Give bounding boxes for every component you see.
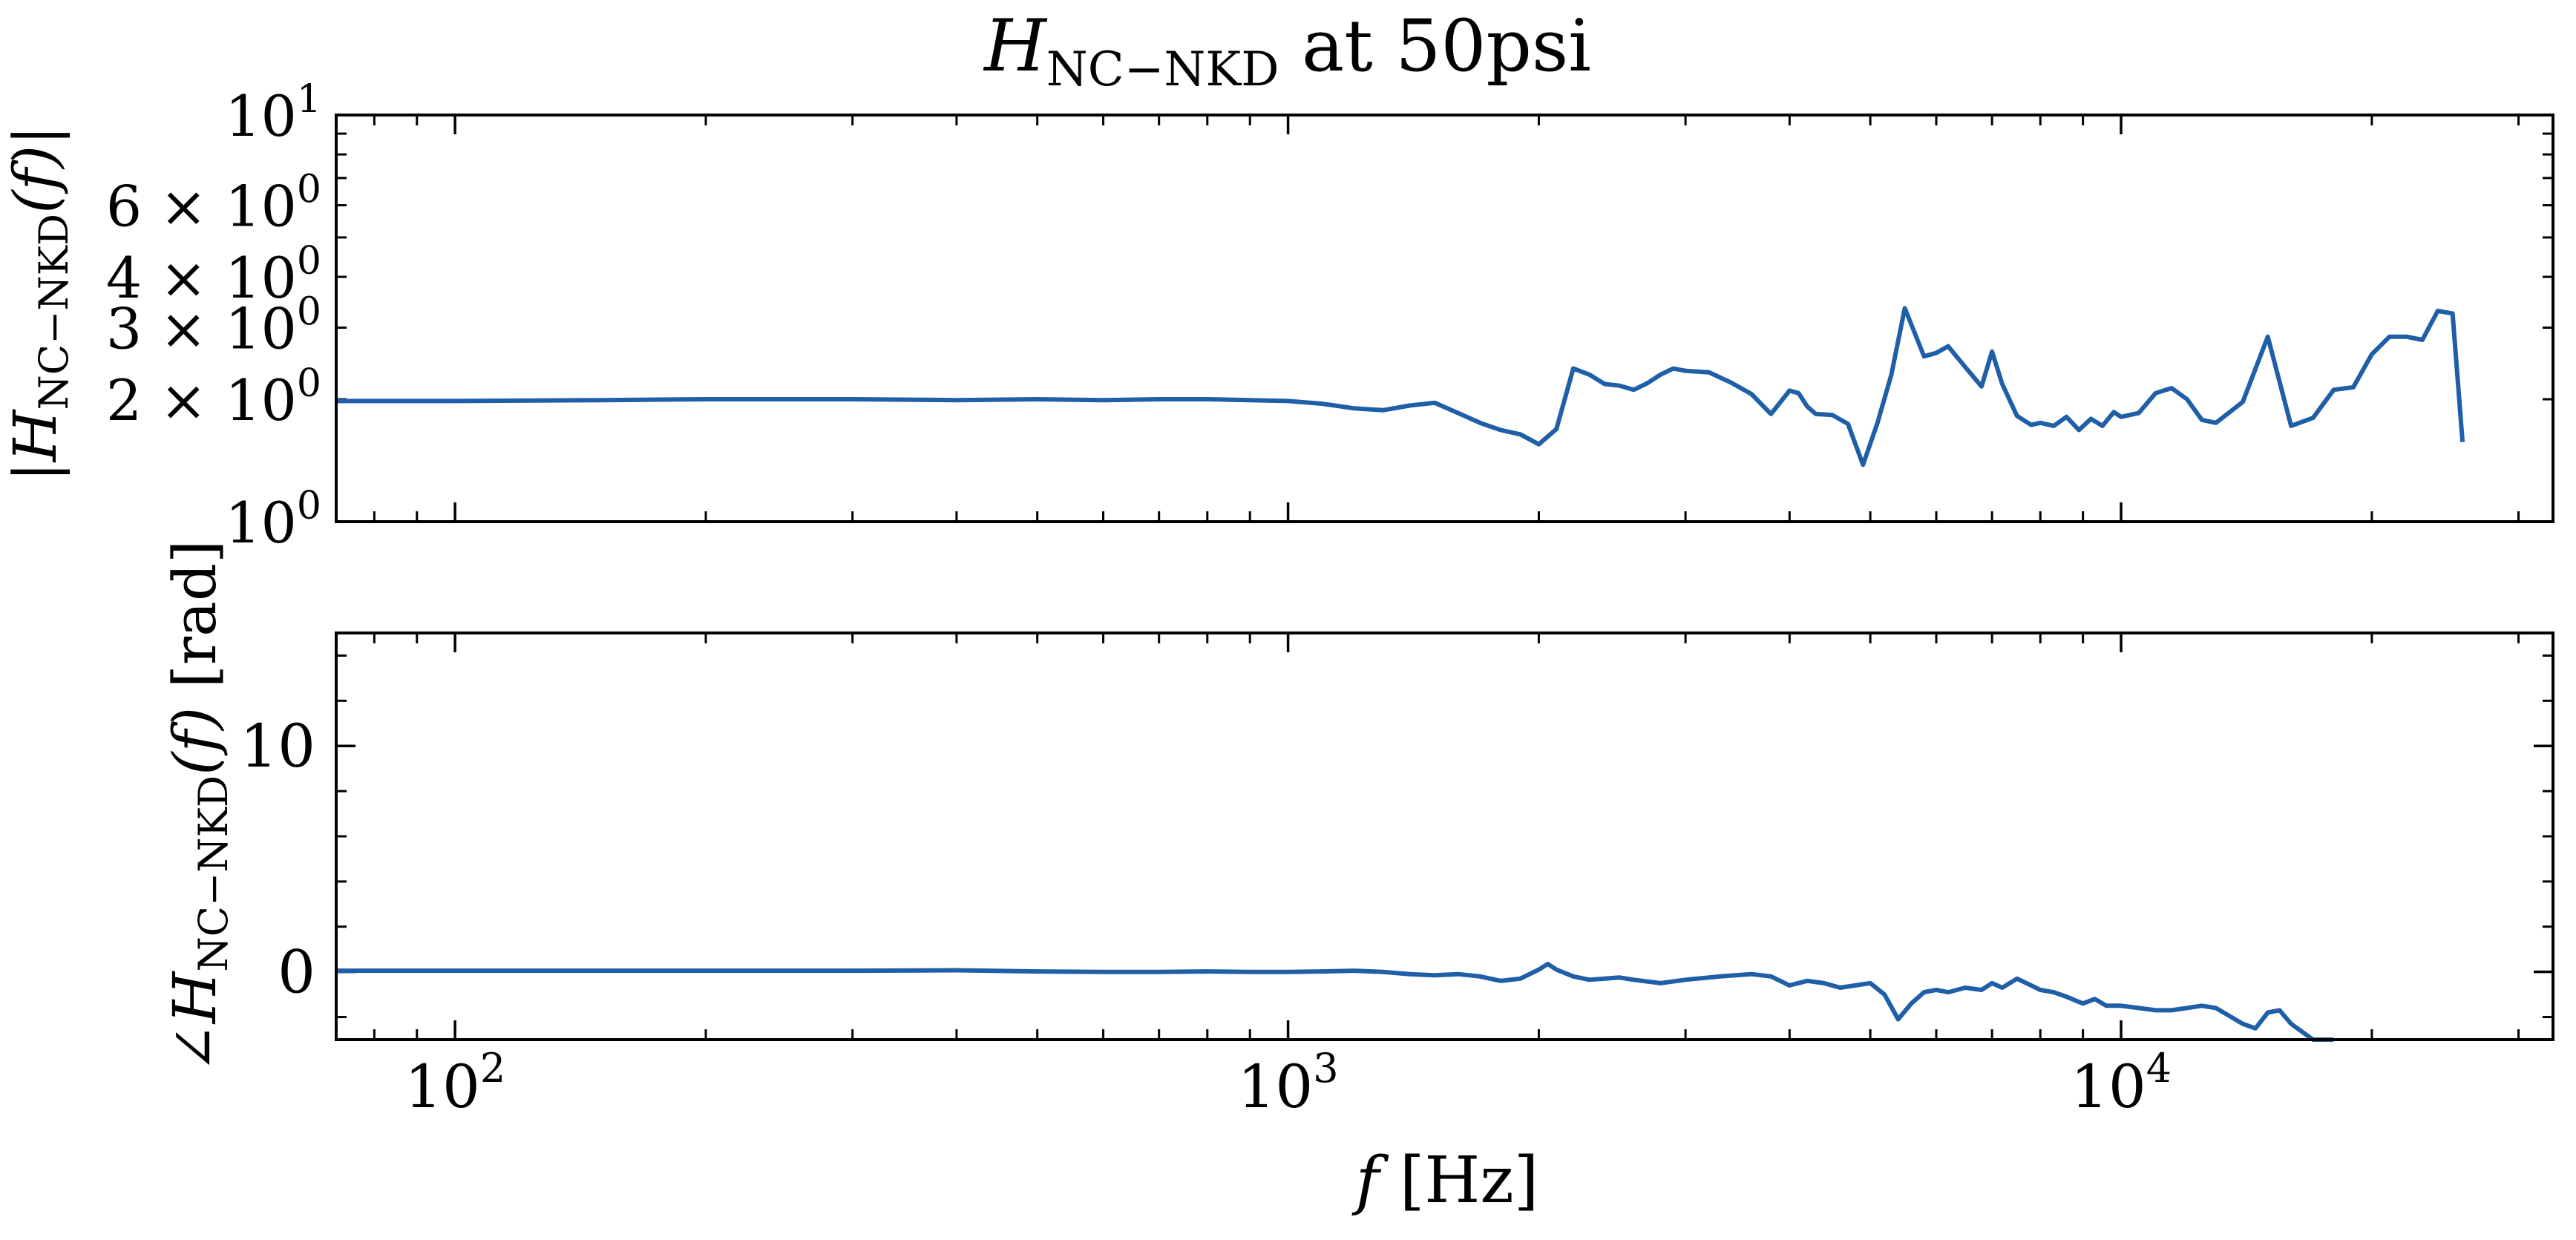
magnitude-y-tick-label: 2 × 100 <box>106 361 321 433</box>
magnitude-y-tick-base: 10 <box>225 367 297 433</box>
magnitude-y-tick-label: 4 × 100 <box>106 239 321 311</box>
x-tick-base: 10 <box>2071 1052 2146 1121</box>
magnitude-axes-frame <box>335 114 2554 523</box>
phase-ylabel-arg: (f) <box>160 707 229 775</box>
phase-ylabel-sub: NC−NKD <box>190 775 237 972</box>
magnitude-ylabel-bar-left: | <box>1 462 70 482</box>
x-tick-labels: 102 103 104 <box>404 1045 2172 1121</box>
magnitude-y-tick-exp: 0 <box>297 484 321 528</box>
magnitude-series-line <box>336 306 2465 468</box>
phase-ylabel-unit: [rad] <box>160 540 229 707</box>
x-tick-exp: 4 <box>2146 1045 2172 1092</box>
magnitude-y-tick-exp: 0 <box>297 361 321 406</box>
magnitude-y-tick-exp: 0 <box>297 239 321 283</box>
phase-y-axis-label: ∠HNC−NKD(f) [rad] <box>160 540 237 1074</box>
phase-tick-marks <box>336 633 2553 1040</box>
magnitude-ylabel-h: H <box>1 408 70 463</box>
figure-title: HNC−NKD at 50psi <box>983 4 1591 97</box>
x-tick-base: 10 <box>1237 1052 1313 1121</box>
magnitude-ylabel-bar-right: | <box>1 125 70 145</box>
phase-series-line <box>336 962 2334 1042</box>
x-tick-exp: 2 <box>480 1045 505 1092</box>
magnitude-y-tick-base: 10 <box>225 245 297 311</box>
x-tick-label: 103 <box>1237 1045 1338 1121</box>
magnitude-tick-marks <box>336 114 2553 523</box>
magnitude-y-tick-coef: 3 × <box>106 296 225 362</box>
magnitude-ylabel-arg: (f) <box>1 145 70 214</box>
phase-ylabel-h: H <box>160 970 229 1025</box>
x-tick-exp: 3 <box>1313 1045 1338 1092</box>
x-tick-label: 104 <box>2071 1045 2172 1121</box>
phase-y-tick-label: 0 <box>278 938 315 1007</box>
magnitude-y-tick-coef: 2 × <box>106 367 225 433</box>
x-tick-label: 102 <box>404 1045 505 1121</box>
magnitude-y-tick-label: 100 <box>225 484 321 556</box>
phase-panel: 10 0 ∠HNC−NKD(f) [rad] <box>160 540 2554 1074</box>
phase-ylabel-angle: ∠ <box>160 1023 229 1073</box>
title-rest: at 50psi <box>1279 4 1591 88</box>
magnitude-y-tick-base: 10 <box>225 296 297 362</box>
magnitude-y-tick-label: 3 × 100 <box>106 290 321 362</box>
magnitude-y-tick-exp: 0 <box>297 168 321 212</box>
title-main: H <box>983 4 1048 88</box>
x-axis-label: f [Hz] <box>1351 1144 1539 1218</box>
magnitude-y-tick-exp: 0 <box>297 290 321 335</box>
magnitude-y-tick-base: 10 <box>225 174 297 240</box>
phase-axes-frame <box>335 632 2554 1041</box>
magnitude-ylabel-sub: NC−NKD <box>30 214 77 410</box>
magnitude-y-tick-label: 6 × 100 <box>106 168 321 240</box>
magnitude-y-tick-coef: 6 × <box>106 174 225 240</box>
magnitude-y-axis-label: |HNC−NKD(f)| <box>1 125 77 482</box>
magnitude-y-tick-coef: 4 × <box>106 245 225 311</box>
magnitude-y-tick-exp: 1 <box>297 77 321 122</box>
x-axis-label-unit: [Hz] <box>1380 1144 1539 1218</box>
magnitude-y-tick-label: 101 <box>225 77 321 149</box>
phase-y-tick-label: 10 <box>240 712 315 781</box>
magnitude-y-tick-base: 10 <box>225 83 297 149</box>
x-tick-base: 10 <box>404 1052 480 1121</box>
magnitude-y-tick-base: 10 <box>225 490 297 556</box>
title-subscript: NC−NKD <box>1046 42 1279 97</box>
phase-y-tick-labels: 10 0 <box>240 712 315 1006</box>
